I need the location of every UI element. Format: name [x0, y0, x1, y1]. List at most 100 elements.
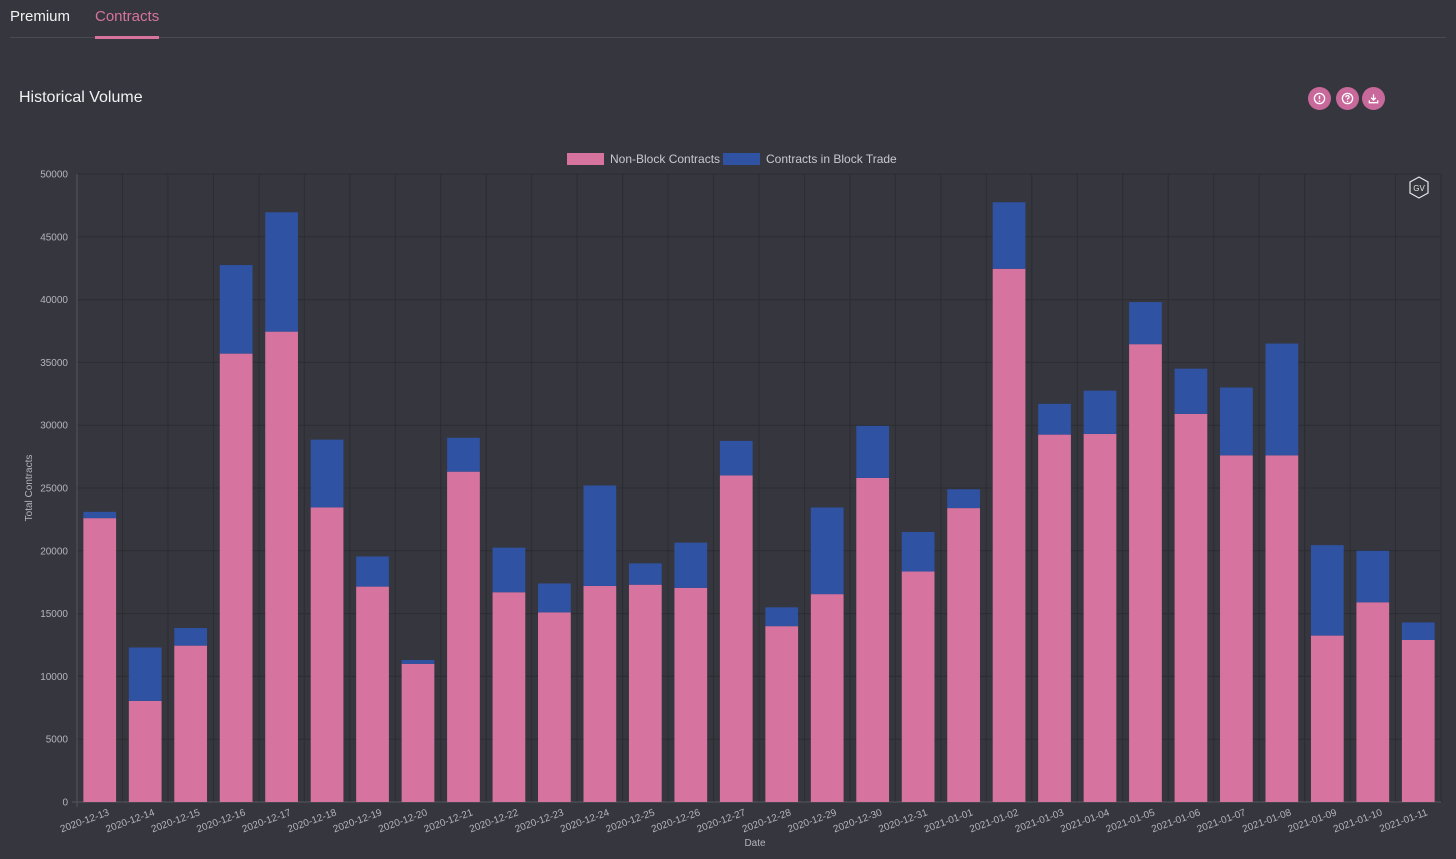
y-tick-label: 35000	[40, 358, 68, 369]
bar-non-block[interactable]	[992, 268, 1026, 802]
bar-non-block[interactable]	[901, 571, 935, 802]
bar-non-block[interactable]	[583, 585, 617, 802]
bar-non-block[interactable]	[856, 477, 890, 802]
bar-block-trade[interactable]	[356, 556, 389, 587]
x-tick-label: 2021-01-05	[1105, 807, 1157, 835]
bar-non-block[interactable]	[1038, 434, 1071, 802]
download-icon	[1368, 94, 1379, 104]
svg-text:GV: GV	[1413, 184, 1425, 193]
bar-block-trade[interactable]	[1129, 302, 1162, 345]
help-button[interactable]	[1336, 87, 1359, 110]
x-tick-label: 2021-01-11	[1378, 807, 1430, 835]
bar-block-trade[interactable]	[265, 212, 298, 332]
bar-non-block[interactable]	[128, 700, 162, 802]
bar-non-block[interactable]	[947, 508, 980, 802]
bar-non-block[interactable]	[628, 584, 662, 802]
bar-block-trade[interactable]	[1038, 403, 1071, 435]
tab-contracts[interactable]: Contracts	[95, 8, 159, 39]
tab-premium[interactable]: Premium	[10, 8, 71, 25]
legend-swatch[interactable]	[723, 153, 760, 165]
bar-non-block[interactable]	[1220, 455, 1253, 802]
bar-block-trade[interactable]	[1220, 387, 1253, 456]
y-axis-ticks: 0 5000 10000 15000 20000 25000 30000 35000 40000…	[40, 170, 68, 809]
bar-non-block[interactable]	[1083, 433, 1117, 802]
x-tick-label: 2020-12-26	[650, 807, 702, 835]
y-tick-label: 30000	[40, 421, 68, 432]
x-tick-label: 2021-01-06	[1150, 807, 1202, 835]
bar-block-trade[interactable]	[947, 489, 980, 509]
bar-block-trade[interactable]	[401, 660, 435, 664]
x-tick-label: 2020-12-20	[377, 807, 429, 835]
bar-non-block[interactable]	[538, 612, 571, 802]
y-tick-label: 0	[62, 798, 68, 809]
x-tick-label: 2020-12-22	[468, 807, 520, 835]
bar-block-trade[interactable]	[1356, 550, 1390, 603]
bar-non-block[interactable]	[447, 471, 480, 802]
bar-block-trade[interactable]	[583, 485, 617, 586]
bar-non-block[interactable]	[1174, 413, 1208, 802]
y-tick-label: 45000	[40, 232, 68, 243]
x-tick-label: 2021-01-01	[923, 807, 975, 835]
bar-block-trade[interactable]	[810, 507, 844, 595]
bar-block-trade[interactable]	[674, 542, 708, 588]
bar-non-block[interactable]	[1265, 455, 1299, 802]
bar-non-block[interactable]	[219, 353, 253, 802]
bar-non-block[interactable]	[1129, 344, 1162, 802]
bar-block-trade[interactable]	[719, 440, 753, 476]
bar-non-block[interactable]	[765, 626, 799, 802]
bar-non-block[interactable]	[401, 663, 435, 802]
x-tick-label: 2020-12-15	[150, 807, 202, 835]
x-tick-label: 2021-01-07	[1196, 807, 1248, 835]
bar-block-trade[interactable]	[1265, 343, 1299, 456]
bar-block-trade[interactable]	[1310, 545, 1344, 636]
bar-non-block[interactable]	[1356, 602, 1390, 802]
y-tick-label: 10000	[40, 672, 68, 683]
bar-non-block[interactable]	[1401, 639, 1435, 802]
bar-non-block[interactable]	[674, 587, 708, 802]
panel-title: Historical Volume	[19, 89, 143, 106]
x-tick-label: 2020-12-16	[195, 807, 247, 835]
bar-block-trade[interactable]	[83, 511, 117, 519]
x-tick-label: 2020-12-19	[332, 807, 384, 835]
bar-block-trade[interactable]	[992, 202, 1026, 269]
bar-block-trade[interactable]	[174, 628, 208, 646]
x-tick-label: 2020-12-25	[605, 807, 657, 835]
tab-bar: Premium Contracts	[10, 0, 1446, 39]
x-tick-label: 2021-01-08	[1241, 807, 1293, 835]
x-tick-label: 2020-12-21	[423, 807, 475, 835]
info-button[interactable]	[1308, 87, 1331, 110]
bar-block-trade[interactable]	[447, 437, 480, 472]
bar-non-block[interactable]	[492, 592, 526, 802]
bar-block-trade[interactable]	[219, 265, 253, 354]
legend-label[interactable]: Contracts in Block Trade	[766, 152, 897, 166]
legend-swatch[interactable]	[567, 153, 604, 165]
bar-block-trade[interactable]	[765, 607, 799, 627]
bar-block-trade[interactable]	[310, 439, 344, 508]
bar-block-trade[interactable]	[128, 647, 162, 701]
bar-non-block[interactable]	[1310, 635, 1344, 802]
help-icon	[1341, 92, 1354, 105]
bar-block-trade[interactable]	[1174, 368, 1208, 414]
bar-block-trade[interactable]	[628, 563, 662, 585]
x-tick-label: 2020-12-29	[786, 807, 838, 835]
bar-non-block[interactable]	[810, 594, 844, 802]
y-tick-label: 50000	[40, 170, 68, 181]
x-tick-label: 2021-01-04	[1059, 807, 1111, 835]
bar-block-trade[interactable]	[1083, 390, 1117, 434]
download-button[interactable]	[1362, 87, 1385, 110]
bar-non-block[interactable]	[83, 518, 117, 802]
bar-non-block[interactable]	[265, 331, 298, 802]
bar-non-block[interactable]	[719, 475, 753, 802]
bar-block-trade[interactable]	[856, 425, 890, 478]
bar-block-trade[interactable]	[492, 547, 526, 593]
x-axis-ticks: 2020-12-132020-12-142020-12-152020-12-16…	[59, 807, 1430, 835]
bar-non-block[interactable]	[174, 645, 208, 802]
bar-block-trade[interactable]	[901, 531, 935, 572]
bar-non-block[interactable]	[356, 586, 389, 802]
bar-block-trade[interactable]	[538, 583, 571, 613]
x-tick-label: 2020-12-31	[877, 807, 929, 835]
bar-non-block[interactable]	[310, 507, 344, 802]
bar-block-trade[interactable]	[1401, 622, 1435, 640]
legend-label[interactable]: Non-Block Contracts	[610, 152, 720, 166]
x-axis-label: Date	[744, 838, 766, 849]
